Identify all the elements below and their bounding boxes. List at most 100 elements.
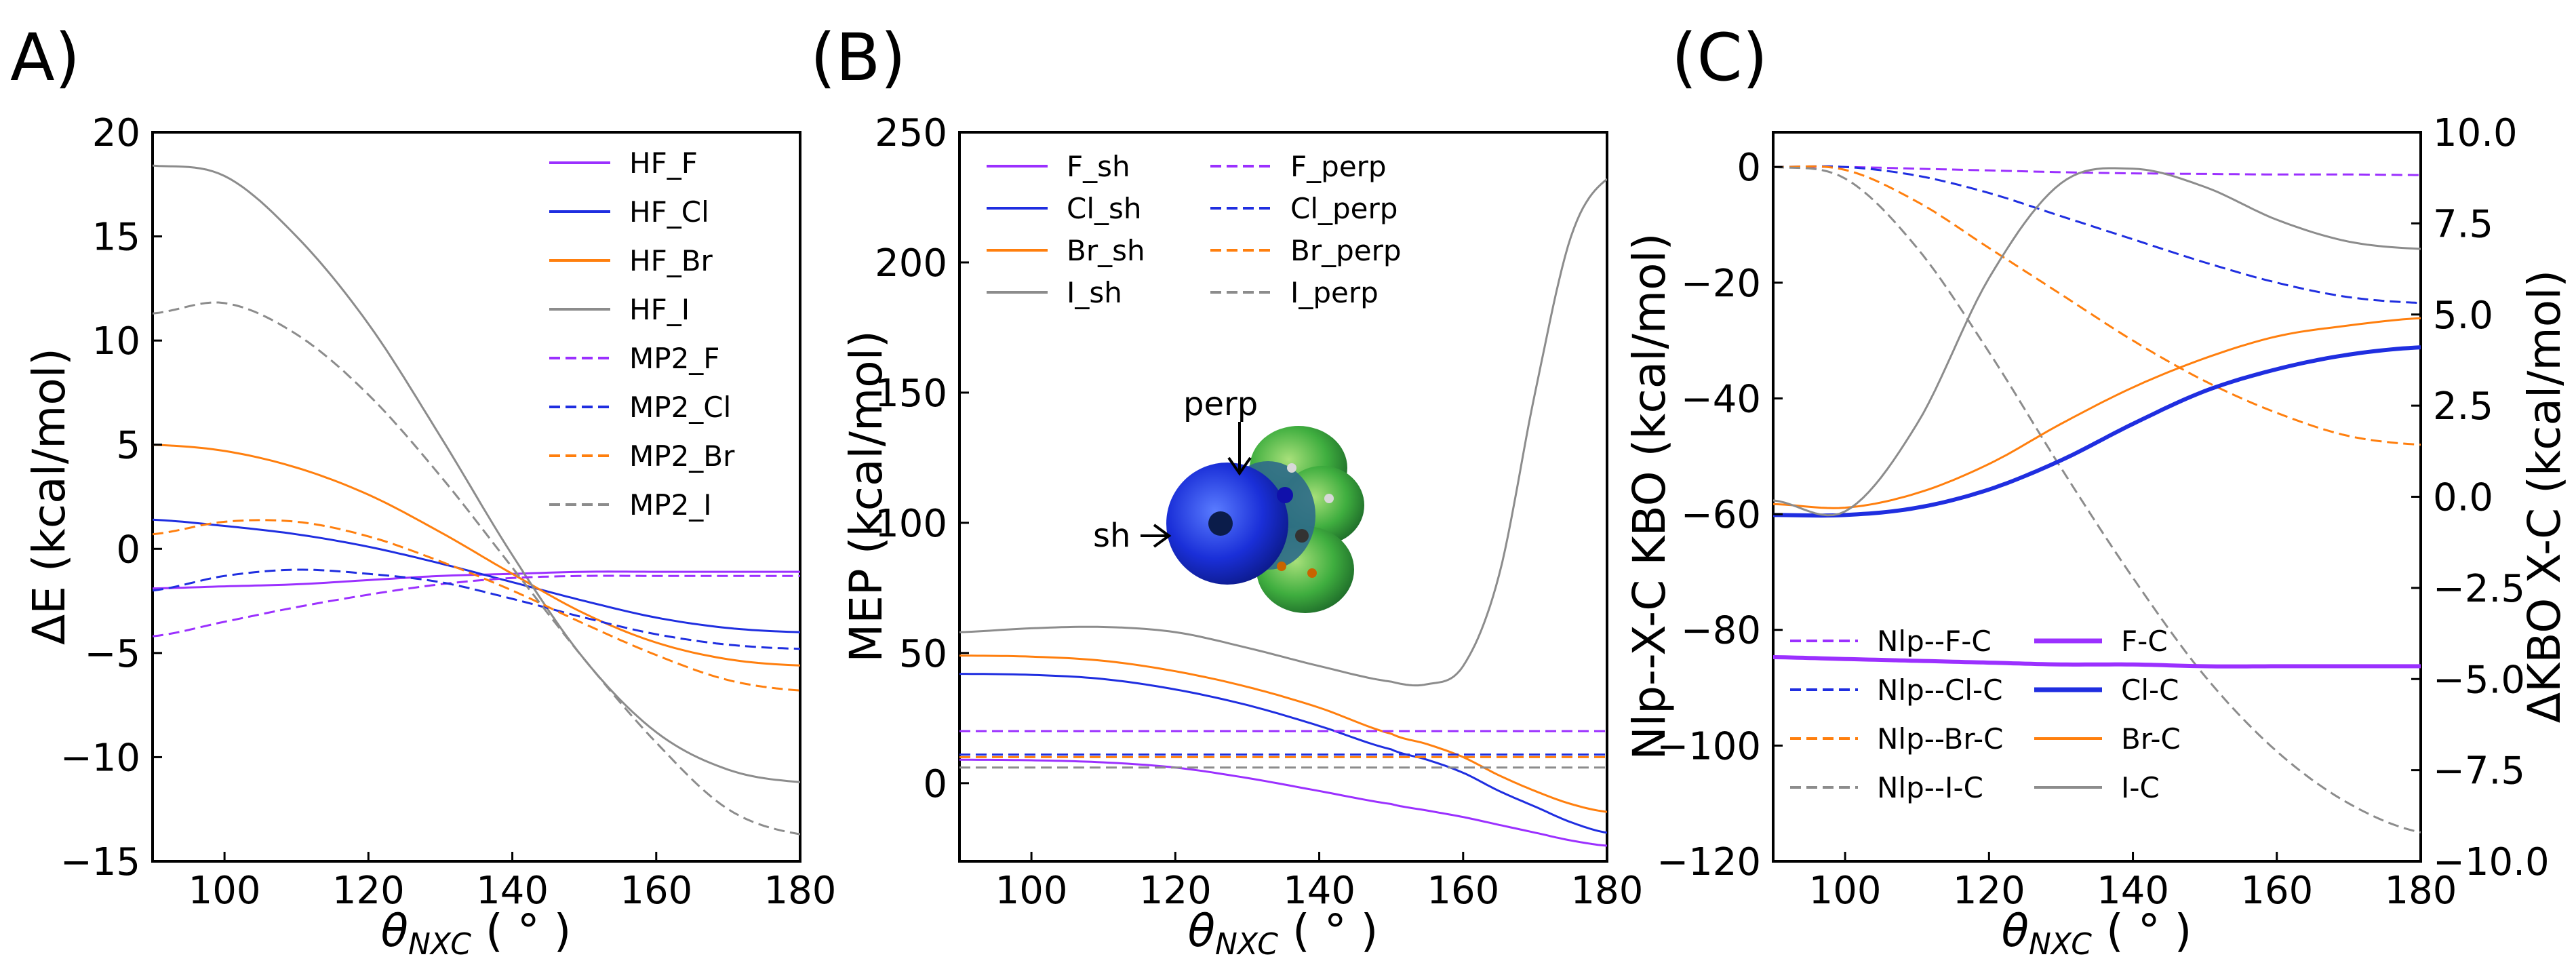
legend-label: MP2_I (629, 488, 712, 522)
atom-halogen (1208, 511, 1233, 536)
legend-label: MP2_Br (629, 439, 735, 473)
series-line-mp2-cl (153, 568, 800, 650)
series-line-mp2-br (153, 519, 800, 692)
legend-label: HF_I (629, 293, 690, 326)
panel-b-xlabel-sub: NXC (1215, 927, 1278, 961)
y-tick-label: −60 (1681, 493, 1761, 537)
series-line-hf-br (153, 444, 800, 667)
y-tick-label: −120 (1657, 840, 1761, 884)
x-tick-label: 180 (764, 869, 837, 913)
y-tick-label: −100 (1657, 724, 1761, 768)
series-line-nlp-cl-c (1773, 165, 2421, 305)
y-tick-label: 250 (875, 111, 947, 155)
y-tick-label: 0 (923, 762, 947, 806)
inset-label-sh: sh (1093, 517, 1130, 555)
series-line-mp2-f (153, 574, 800, 638)
legend-label: F_perp (1290, 150, 1387, 183)
series-line-br-c (1773, 317, 2421, 509)
series-line-hf-i (153, 164, 800, 783)
legend-label: Br_perp (1290, 234, 1402, 267)
panel-b-xlabel-unit: ( ° ) (1278, 905, 1378, 957)
panel-b-frame (958, 131, 1608, 863)
panel-b-xlabel: θNXC ( ° ) (1188, 905, 1379, 961)
legend-label: Nlp--Br-C (1877, 722, 2003, 756)
atom-c1 (1295, 529, 1309, 543)
y-tick-label: 10 (92, 319, 140, 364)
series-line-cl-sh (959, 673, 1607, 834)
panel-c-xlabel-sub: NXC (2029, 927, 2092, 961)
panel-label-a: A) (10, 20, 80, 96)
series-line-cl-c (1773, 345, 2421, 518)
y-tick-label: 15 (92, 216, 140, 260)
legend-label: Nlp--Cl-C (1877, 673, 2003, 707)
legend-label: Cl-C (2121, 673, 2179, 707)
x-tick-label: 100 (995, 869, 1068, 913)
series-line-nlp-br-c (1773, 165, 2421, 446)
series-line-i-c (1773, 167, 2421, 517)
series-line-br-sh (959, 654, 1607, 813)
y-tick-label: 150 (875, 372, 947, 416)
y-tick-label: −15 (60, 840, 140, 884)
y-tick-label: −40 (1681, 377, 1761, 421)
x-tick-label: 140 (2097, 869, 2169, 913)
atom-h1 (1287, 463, 1296, 473)
series-line-hf-cl (153, 518, 800, 633)
legend-label: I-C (2121, 771, 2160, 804)
panel-c-frame (1772, 131, 2422, 863)
x-tick-label: 180 (1571, 869, 1644, 913)
y-right-tick-label: −7.5 (2433, 749, 2525, 793)
legend-label: I_sh (1067, 276, 1122, 309)
panel-a-xlabel-sub: NXC (408, 927, 471, 961)
x-tick-label: 160 (620, 869, 692, 913)
panel-label-b: (B) (810, 20, 906, 96)
panel-a-frame (151, 131, 801, 863)
x-tick-label: 160 (2240, 869, 2313, 913)
series-line-nlp-i-c (1773, 165, 2421, 833)
x-tick-label: 120 (1953, 869, 2025, 913)
legend-label: HF_Cl (629, 195, 709, 229)
x-tick-label: 100 (1809, 869, 1882, 913)
atom-n (1277, 487, 1293, 503)
x-tick-label: 120 (1139, 869, 1212, 913)
legend-label: HF_F (629, 146, 698, 180)
panel-c-xlabel-theta: θ (2002, 905, 2029, 957)
legend-label: Br_sh (1067, 234, 1145, 267)
y-tick-label: −5 (84, 632, 140, 676)
panel-b-ylabel: MEP (kcal/mol) (840, 330, 892, 662)
y-tick-label: −20 (1681, 262, 1761, 306)
panel-a-xlabel: θNXC ( ° ) (381, 905, 572, 961)
x-tick-label: 140 (1283, 869, 1355, 913)
legend-label: Nlp--F-C (1877, 625, 1992, 658)
legend-label: MP2_F (629, 342, 719, 375)
y-right-tick-label: 5.0 (2433, 294, 2493, 338)
legend-label: F-C (2121, 625, 2168, 658)
x-tick-label: 140 (476, 869, 549, 913)
panel-b-xlabel-theta: θ (1188, 905, 1215, 957)
y-right-tick-label: −10.0 (2433, 840, 2550, 884)
y-tick-label: 20 (92, 111, 140, 155)
legend-label: Br-C (2121, 722, 2181, 756)
atom-h4 (1277, 562, 1286, 571)
y-tick-label: 50 (899, 632, 947, 676)
x-tick-label: 160 (1427, 869, 1499, 913)
y-tick-label: −10 (60, 736, 140, 780)
legend-label: HF_Br (629, 244, 713, 277)
panel-a-ylabel: ΔE (kcal/mol) (23, 348, 75, 645)
y-right-tick-label: 10.0 (2433, 111, 2518, 155)
series-line-i-sh (959, 178, 1607, 687)
y-tick-label: 0 (116, 528, 140, 572)
panel-c-chart: 100 120 140 160 180 0 −20 −40 −60 −80 −100 −120 10.0… (1623, 111, 2571, 961)
legend-label: I_perp (1290, 276, 1379, 309)
x-tick-label: 120 (332, 869, 405, 913)
y-right-tick-label: 7.5 (2433, 202, 2493, 246)
inset-label-perp: perp (1183, 385, 1258, 423)
panel-c-ylabel-right: ΔKBO X-C (kcal/mol) (2518, 270, 2571, 723)
y-tick-label: 5 (116, 424, 140, 468)
panel-c-xlabel-unit: ( ° ) (2092, 905, 2192, 957)
series-line-f-sh (959, 758, 1607, 847)
panel-c-ylabel: Nlp--X-C KBO (kcal/mol) (1623, 233, 1676, 760)
series-line-nlp-f-c (1773, 165, 2421, 176)
y-tick-label: 100 (875, 502, 947, 546)
arrow-perp-head (1227, 456, 1252, 476)
atom-h3 (1307, 568, 1317, 578)
